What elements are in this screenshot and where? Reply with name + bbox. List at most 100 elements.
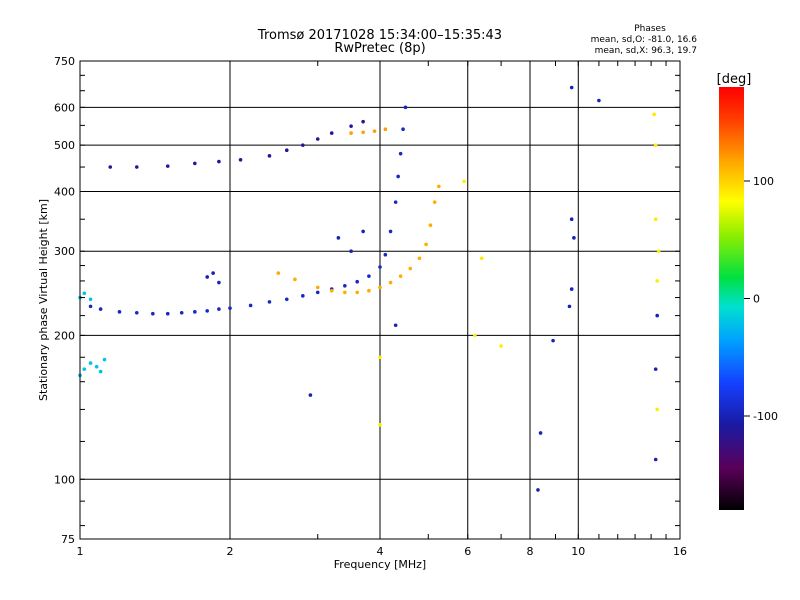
- data-point: [329, 131, 334, 135]
- data-point: [315, 137, 320, 141]
- data-point: [88, 304, 93, 309]
- data-point: [378, 265, 382, 269]
- data-point: [217, 280, 221, 285]
- data-point: [378, 355, 382, 360]
- data-point: [343, 283, 347, 288]
- data-point: [349, 249, 353, 254]
- data-point: [567, 304, 572, 309]
- data-point: [301, 294, 305, 298]
- data-point: [417, 256, 422, 261]
- y-tick-label: 500: [54, 139, 75, 152]
- chart-title: Tromsø 20171028 15:34:00–15:35:43: [257, 28, 502, 43]
- x-tick-label: 16: [673, 545, 687, 558]
- data-point: [165, 164, 170, 168]
- data-point: [98, 307, 103, 311]
- x-tick-label: 4: [377, 545, 384, 558]
- data-point: [655, 407, 659, 412]
- data-point: [355, 290, 359, 295]
- data-point: [276, 271, 281, 275]
- data-point: [653, 367, 658, 371]
- data-point: [597, 98, 601, 103]
- phase-stats-title: Phases: [634, 24, 666, 34]
- data-point: [652, 112, 656, 117]
- y-tick-label: 750: [54, 55, 75, 68]
- chart-subtitle: RwPretec (8p): [334, 41, 425, 56]
- data-point: [238, 157, 243, 162]
- data-point: [301, 143, 305, 147]
- data-point: [205, 275, 209, 279]
- data-point: [165, 311, 170, 316]
- data-point: [569, 217, 574, 222]
- data-point: [117, 310, 122, 314]
- data-points: [78, 85, 661, 492]
- y-axis-ticks: 75 100 200 300 400 500 600 750: [54, 55, 680, 546]
- data-point: [653, 143, 658, 147]
- data-point: [267, 300, 272, 304]
- colorbar-ticks: 100 0 -100: [744, 175, 778, 423]
- data-point: [428, 223, 433, 228]
- data-point: [355, 279, 359, 284]
- y-tick-label: 100: [54, 473, 75, 486]
- data-point: [179, 310, 184, 315]
- data-point: [284, 297, 289, 302]
- data-point: [378, 423, 382, 427]
- data-point: [193, 310, 197, 314]
- data-point: [424, 242, 428, 247]
- data-point: [479, 256, 484, 261]
- y-tick-label: 300: [54, 245, 75, 258]
- data-point: [396, 174, 400, 179]
- y-tick-label: 600: [54, 101, 75, 114]
- data-point: [398, 274, 403, 278]
- data-point: [388, 229, 393, 234]
- x-axis-label: Frequency [MHz]: [334, 558, 426, 571]
- data-point: [536, 488, 540, 492]
- data-point: [228, 306, 232, 310]
- data-point: [367, 288, 371, 293]
- colorbar: [719, 87, 744, 510]
- data-point: [383, 127, 388, 131]
- data-point: [378, 285, 382, 290]
- x-tick-label: 10: [571, 545, 585, 558]
- y-axis-label: Stationary phase Virtual Height [km]: [37, 199, 50, 401]
- data-point: [398, 151, 403, 156]
- data-point: [538, 431, 543, 435]
- data-point: [293, 277, 297, 282]
- x-tick-label: 6: [464, 545, 471, 558]
- data-point: [656, 249, 661, 254]
- data-point: [361, 119, 365, 124]
- data-point: [151, 311, 155, 316]
- data-point: [217, 307, 221, 311]
- data-point: [336, 236, 341, 240]
- data-point: [193, 161, 197, 166]
- data-point: [569, 85, 574, 90]
- data-point: [349, 124, 353, 128]
- colorbar-tick-label: 0: [753, 293, 760, 306]
- data-point: [473, 333, 477, 338]
- data-point: [94, 364, 99, 369]
- data-point: [82, 367, 87, 371]
- data-point: [88, 361, 93, 365]
- data-point: [367, 274, 371, 278]
- phase-stats-o: mean, sd,O: -81.0, 16.6: [591, 35, 698, 45]
- data-point: [308, 393, 313, 397]
- data-point: [572, 236, 576, 240]
- data-point: [401, 127, 405, 131]
- x-tick-label: 8: [527, 545, 534, 558]
- data-point: [134, 310, 139, 315]
- y-tick-label: 75: [61, 533, 75, 546]
- data-point: [211, 271, 215, 275]
- data-point: [408, 266, 413, 271]
- data-point: [343, 290, 347, 295]
- data-point: [655, 279, 659, 283]
- y-tick-label: 200: [54, 329, 75, 342]
- data-point: [551, 338, 555, 343]
- data-point: [284, 148, 289, 153]
- data-point: [102, 357, 107, 362]
- data-point: [361, 130, 365, 135]
- x-tick-label: 1: [77, 545, 84, 558]
- data-point: [88, 297, 93, 302]
- data-point: [267, 154, 272, 158]
- data-point: [499, 344, 503, 348]
- data-point: [98, 369, 103, 374]
